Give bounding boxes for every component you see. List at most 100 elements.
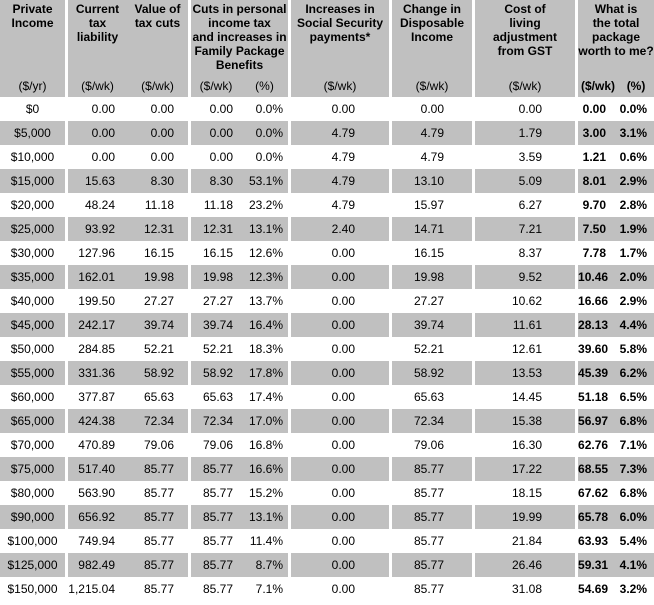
column-header-current-tax-liability: Current tax liability: [65, 0, 127, 73]
cell-increases-social-security-payments: 0.00: [288, 241, 390, 265]
table-row: $10,000 0.00 0.00 0.00 0.0% 4.79 4.79 3.59 1.21 0…: [0, 145, 654, 169]
cell-private-income: $30,000: [0, 241, 65, 265]
cell-total-package-worth-pct: 0.0%: [618, 97, 654, 121]
cell-value-of-tax-cuts: 19.98: [127, 265, 188, 289]
cell-cost-of-living-adjustment-gst: 26.46: [472, 553, 576, 577]
cell-private-income: $15,000: [0, 169, 65, 193]
table-row: $40,000 199.50 27.27 27.27 13.7% 0.00 27.27 10.…: [0, 289, 654, 313]
column-header-cost-of-living-adjustment-gst: Cost of living adjustment from GST: [472, 0, 576, 73]
cell-value-of-tax-cuts: 11.18: [127, 193, 188, 217]
cell-private-income: $0: [0, 97, 65, 121]
cell-total-package-worth-wk: 45.39: [575, 361, 619, 385]
cell-total-package-worth-pct: 5.8%: [618, 337, 654, 361]
cell-cuts-income-tax-family-package-wk: 0.00: [188, 145, 241, 169]
cell-change-in-disposable-income: 16.15: [389, 241, 473, 265]
cell-cost-of-living-adjustment-gst: 12.61: [472, 337, 576, 361]
cell-increases-social-security-payments: 0.00: [288, 289, 390, 313]
cell-total-package-worth-pct: 3.2%: [618, 577, 654, 601]
cell-private-income: $5,000: [0, 121, 65, 145]
cell-current-tax-liability: 470.89: [65, 433, 127, 457]
cell-increases-social-security-payments: 4.79: [288, 145, 390, 169]
cell-current-tax-liability: 517.40: [65, 457, 127, 481]
cell-current-tax-liability: 242.17: [65, 313, 127, 337]
cell-cuts-income-tax-family-package-pct: 0.0%: [241, 145, 289, 169]
cell-total-package-worth-pct: 6.0%: [618, 505, 654, 529]
column-unit-cuts-income-tax-family-package-pct: (%): [241, 73, 289, 97]
cell-increases-social-security-payments: 0.00: [288, 433, 390, 457]
cell-cost-of-living-adjustment-gst: 16.30: [472, 433, 576, 457]
column-unit-change-in-disposable-income: ($/wk): [389, 73, 473, 97]
table-row: $35,000 162.01 19.98 19.98 12.3% 0.00 19.98 9.5…: [0, 265, 654, 289]
cell-total-package-worth-wk: 67.62: [575, 481, 619, 505]
cell-change-in-disposable-income: 72.34: [389, 409, 473, 433]
cell-total-package-worth-wk: 8.01: [575, 169, 619, 193]
cell-change-in-disposable-income: 58.92: [389, 361, 473, 385]
cell-increases-social-security-payments: 0.00: [288, 313, 390, 337]
table-row: $65,000 424.38 72.34 72.34 17.0% 0.00 72.34 15.…: [0, 409, 654, 433]
cell-increases-social-security-payments: 0.00: [288, 97, 390, 121]
cell-cuts-income-tax-family-package-wk: 85.77: [188, 457, 241, 481]
table-row: $150,000 1,215.04 85.77 85.77 7.1% 0.00 85.77 3…: [0, 577, 654, 601]
cell-cuts-income-tax-family-package-wk: 85.77: [188, 481, 241, 505]
column-unit-total-package-worth-wk: ($/wk): [575, 73, 619, 97]
cell-private-income: $70,000: [0, 433, 65, 457]
cell-value-of-tax-cuts: 85.77: [127, 529, 188, 553]
cell-private-income: $20,000: [0, 193, 65, 217]
cell-total-package-worth-pct: 6.5%: [618, 385, 654, 409]
cell-increases-social-security-payments: 4.79: [288, 193, 390, 217]
cell-cost-of-living-adjustment-gst: 0.00: [472, 97, 576, 121]
cell-increases-social-security-payments: 0.00: [288, 265, 390, 289]
column-unit-current-tax-liability: ($/wk): [65, 73, 127, 97]
cell-total-package-worth-wk: 56.97: [575, 409, 619, 433]
cell-private-income: $80,000: [0, 481, 65, 505]
column-unit-cost-of-living-adjustment-gst: ($/wk): [472, 73, 576, 97]
cell-cuts-income-tax-family-package-wk: 8.30: [188, 169, 241, 193]
column-header-cuts-income-tax-family-package: Cuts in personal income tax and increase…: [188, 0, 289, 73]
table-row: $75,000 517.40 85.77 85.77 16.6% 0.00 85.77 17.…: [0, 457, 654, 481]
cell-value-of-tax-cuts: 72.34: [127, 409, 188, 433]
cell-cuts-income-tax-family-package-pct: 0.0%: [241, 97, 289, 121]
cell-change-in-disposable-income: 19.98: [389, 265, 473, 289]
cell-total-package-worth-pct: 1.9%: [618, 217, 654, 241]
cell-change-in-disposable-income: 79.06: [389, 433, 473, 457]
column-header-increases-social-security-payments: Increases in Social Security payments*: [288, 0, 390, 73]
cell-total-package-worth-wk: 51.18: [575, 385, 619, 409]
cell-value-of-tax-cuts: 85.77: [127, 457, 188, 481]
cell-total-package-worth-wk: 28.13: [575, 313, 619, 337]
cell-cuts-income-tax-family-package-wk: 0.00: [188, 97, 241, 121]
cell-increases-social-security-payments: 0.00: [288, 505, 390, 529]
cell-change-in-disposable-income: 65.63: [389, 385, 473, 409]
cell-private-income: $35,000: [0, 265, 65, 289]
cell-value-of-tax-cuts: 0.00: [127, 145, 188, 169]
cell-cuts-income-tax-family-package-pct: 13.7%: [241, 289, 289, 313]
cell-cuts-income-tax-family-package-wk: 79.06: [188, 433, 241, 457]
cell-increases-social-security-payments: 0.00: [288, 457, 390, 481]
cell-value-of-tax-cuts: 85.77: [127, 481, 188, 505]
cell-private-income: $60,000: [0, 385, 65, 409]
table-row: $80,000 563.90 85.77 85.77 15.2% 0.00 85.77 18.…: [0, 481, 654, 505]
cell-cuts-income-tax-family-package-pct: 12.6%: [241, 241, 289, 265]
cell-change-in-disposable-income: 85.77: [389, 529, 473, 553]
cell-cuts-income-tax-family-package-pct: 23.2%: [241, 193, 289, 217]
cell-cuts-income-tax-family-package-pct: 13.1%: [241, 217, 289, 241]
cell-value-of-tax-cuts: 52.21: [127, 337, 188, 361]
cell-cuts-income-tax-family-package-pct: 17.4%: [241, 385, 289, 409]
cell-total-package-worth-wk: 63.93: [575, 529, 619, 553]
cell-cuts-income-tax-family-package-wk: 27.27: [188, 289, 241, 313]
cell-cuts-income-tax-family-package-wk: 39.74: [188, 313, 241, 337]
table-row: $25,000 93.92 12.31 12.31 13.1% 2.40 14.71 7.21…: [0, 217, 654, 241]
column-unit-private-income: ($/yr): [0, 73, 65, 97]
cell-change-in-disposable-income: 14.71: [389, 217, 473, 241]
header-label-row: Private Income Current tax liability Value…: [0, 0, 654, 73]
cell-value-of-tax-cuts: 16.15: [127, 241, 188, 265]
cell-cost-of-living-adjustment-gst: 18.15: [472, 481, 576, 505]
cell-change-in-disposable-income: 85.77: [389, 553, 473, 577]
cell-private-income: $40,000: [0, 289, 65, 313]
cell-increases-social-security-payments: 0.00: [288, 409, 390, 433]
cell-private-income: $10,000: [0, 145, 65, 169]
cell-change-in-disposable-income: 4.79: [389, 145, 473, 169]
cell-cuts-income-tax-family-package-pct: 7.1%: [241, 577, 289, 601]
cell-total-package-worth-pct: 2.9%: [618, 169, 654, 193]
cell-increases-social-security-payments: 0.00: [288, 529, 390, 553]
cell-value-of-tax-cuts: 8.30: [127, 169, 188, 193]
